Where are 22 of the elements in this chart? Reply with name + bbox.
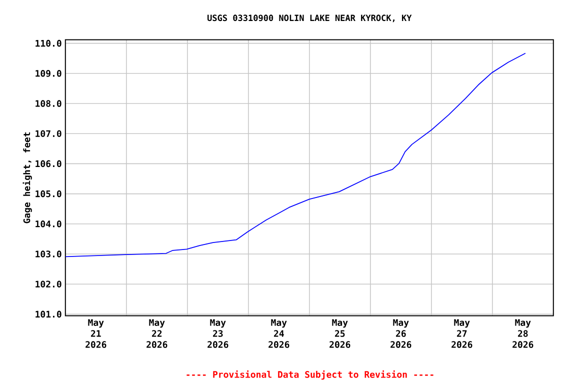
y-tick-label: 103.0: [36, 250, 62, 258]
x-tick-label: May 28 2026: [512, 319, 534, 348]
y-tick-label: 101.0: [36, 310, 62, 318]
y-tick-label: 108.0: [36, 100, 62, 107]
y-axis-title: Gage height, feet: [22, 132, 32, 224]
y-tick-label: 105.0: [36, 190, 62, 198]
x-tick-label: May 26 2026: [390, 319, 412, 348]
text: ---- Provisional Data Subject to Revision ----: [186, 370, 434, 380]
line-series: [65, 52, 526, 258]
chart-title: USGS 03310900 NOLIN LAKE NEAR KYROCK, KY: [207, 14, 412, 22]
x-tick-label: May 27 2026: [452, 319, 472, 348]
y-tick-label: 107.0: [36, 130, 62, 138]
x-tick-label: May 25 2026: [330, 319, 350, 348]
x-tick-label: May 21 2026: [86, 319, 106, 348]
y-tick-label: 104.0: [36, 220, 62, 228]
y-tick-label: 109.0: [36, 70, 62, 77]
x-tick-label: May 24 2026: [268, 319, 290, 348]
y-tick-label: 106.0: [36, 160, 62, 168]
y-tick-label: 102.0: [36, 280, 62, 288]
y-tick-label: 110.0: [36, 40, 62, 47]
x-tick-label: May 23 2026: [208, 319, 228, 348]
x-tick-label: May 22 2026: [146, 319, 168, 348]
